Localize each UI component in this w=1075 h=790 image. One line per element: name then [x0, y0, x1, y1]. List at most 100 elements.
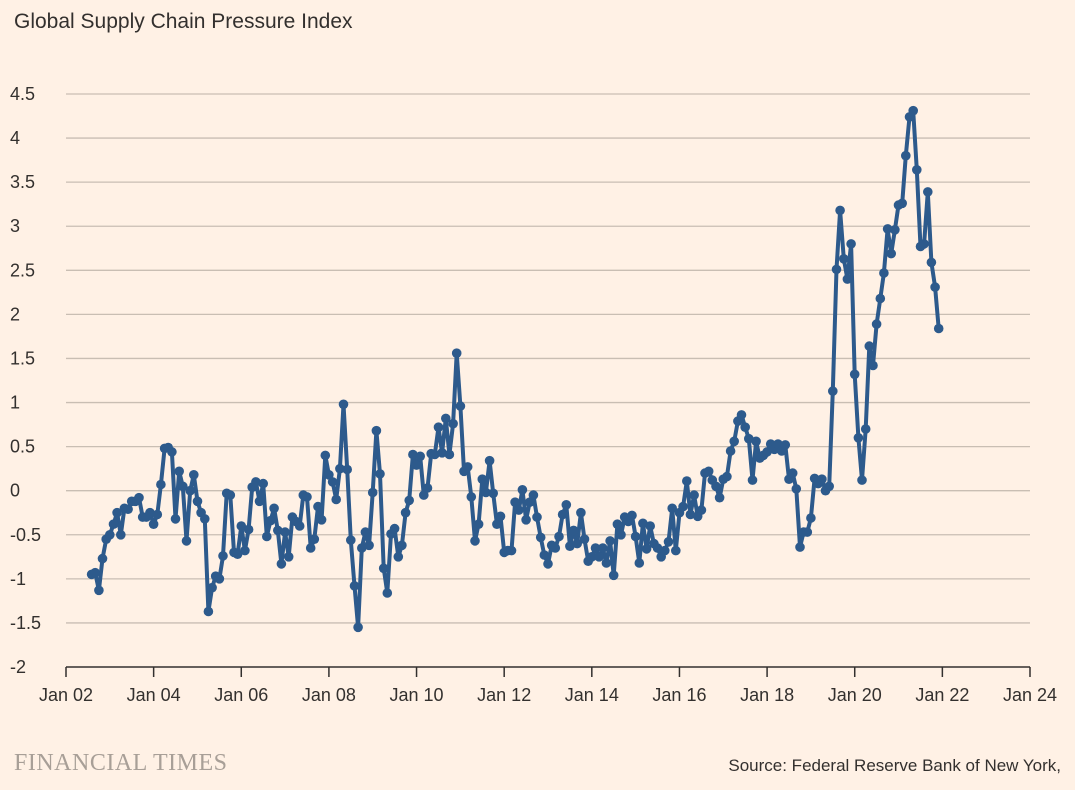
data-point	[868, 360, 878, 371]
data-point	[864, 341, 875, 351]
data-point	[170, 514, 181, 524]
data-point	[853, 433, 864, 443]
data-point	[367, 487, 378, 498]
data-point	[283, 552, 294, 562]
x-tick-label: Jan 06	[214, 685, 268, 705]
y-tick-label: 4.5	[10, 84, 35, 104]
data-point	[890, 225, 900, 235]
data-point	[725, 446, 736, 456]
source-note: Source: Federal Reserve Bank of New York…	[728, 756, 1061, 775]
data-point	[627, 510, 637, 521]
data-point	[561, 500, 572, 510]
gridlines	[66, 93, 1030, 624]
data-point	[481, 487, 491, 498]
data-point	[663, 537, 674, 547]
data-point	[831, 264, 842, 275]
data-point	[897, 198, 907, 209]
data-point	[90, 567, 100, 578]
data-point	[879, 268, 889, 278]
data-point	[780, 440, 791, 450]
x-tick-label: Jan 16	[652, 685, 706, 705]
data-point	[437, 448, 447, 458]
data-point	[689, 490, 699, 500]
data-point	[382, 588, 393, 598]
data-point	[598, 543, 608, 553]
data-point	[200, 514, 210, 524]
data-point	[444, 449, 455, 460]
data-point	[116, 530, 126, 540]
data-point	[926, 257, 937, 268]
data-point	[156, 479, 166, 490]
x-tick-label: Jan 20	[828, 685, 882, 705]
y-tick-label: 3.5	[10, 172, 35, 192]
data-point	[787, 468, 798, 478]
y-tick-label: 0	[10, 481, 20, 501]
data-point	[316, 515, 327, 525]
data-point	[714, 492, 725, 503]
x-axis: Jan 02 Jan 04 Jan 06 Jan 08 Jan 10 Jan 12 Jan …	[39, 666, 1057, 705]
data-point	[528, 490, 539, 500]
data-point	[342, 464, 353, 475]
data-point	[645, 521, 655, 531]
x-tick-label: Jan 12	[477, 685, 531, 705]
data-point	[189, 470, 199, 480]
data-point	[346, 535, 356, 545]
data-point	[711, 481, 721, 492]
data-point	[594, 552, 604, 562]
data-point	[441, 413, 451, 424]
data-point	[605, 536, 615, 546]
data-point	[828, 386, 838, 396]
data-point	[802, 527, 813, 537]
data-point	[148, 519, 159, 529]
data-point	[302, 492, 312, 502]
data-point	[134, 492, 144, 503]
data-point	[912, 165, 922, 175]
data-point	[751, 436, 761, 447]
data-point	[203, 606, 214, 617]
y-tick-label: 2.5	[10, 260, 35, 280]
data-point	[933, 323, 944, 334]
data-point	[557, 509, 568, 520]
data-point	[740, 422, 750, 433]
data-point	[152, 509, 163, 520]
data-point	[265, 515, 276, 526]
data-point	[930, 282, 940, 292]
data-point	[923, 187, 933, 197]
data-point	[273, 525, 283, 536]
data-point	[696, 505, 707, 515]
data-point	[97, 553, 108, 564]
data-point	[846, 239, 856, 249]
data-point	[378, 563, 389, 574]
y-tick-label: 2	[10, 304, 20, 324]
data-point	[335, 463, 345, 474]
data-point	[634, 558, 645, 568]
data-point	[579, 534, 590, 544]
data-point	[568, 525, 579, 536]
data-point	[400, 507, 411, 518]
data-point	[824, 481, 834, 492]
chart-title: Global Supply Chain Pressure Index	[14, 10, 353, 33]
data-point	[667, 503, 677, 514]
x-tick-label: Jan 24	[1003, 685, 1057, 705]
data-point	[470, 536, 480, 546]
x-tick-label: Jan 10	[390, 685, 444, 705]
data-point	[112, 507, 122, 518]
data-point	[243, 524, 254, 535]
data-point	[320, 450, 331, 461]
data-point	[736, 410, 747, 420]
data-point	[462, 462, 473, 472]
data-point	[174, 466, 184, 477]
data-point	[477, 474, 488, 485]
data-point	[236, 521, 247, 531]
data-point	[722, 471, 732, 482]
data-point	[178, 481, 188, 492]
data-point	[408, 449, 418, 460]
data-point	[349, 581, 360, 591]
x-tick-label: Jan 04	[127, 685, 181, 705]
data-point	[207, 582, 217, 593]
data-point	[123, 504, 133, 514]
plot-area	[86, 105, 944, 633]
y-tick-label: -1.5	[10, 613, 41, 633]
data-point	[514, 505, 524, 515]
data-point	[616, 530, 626, 540]
